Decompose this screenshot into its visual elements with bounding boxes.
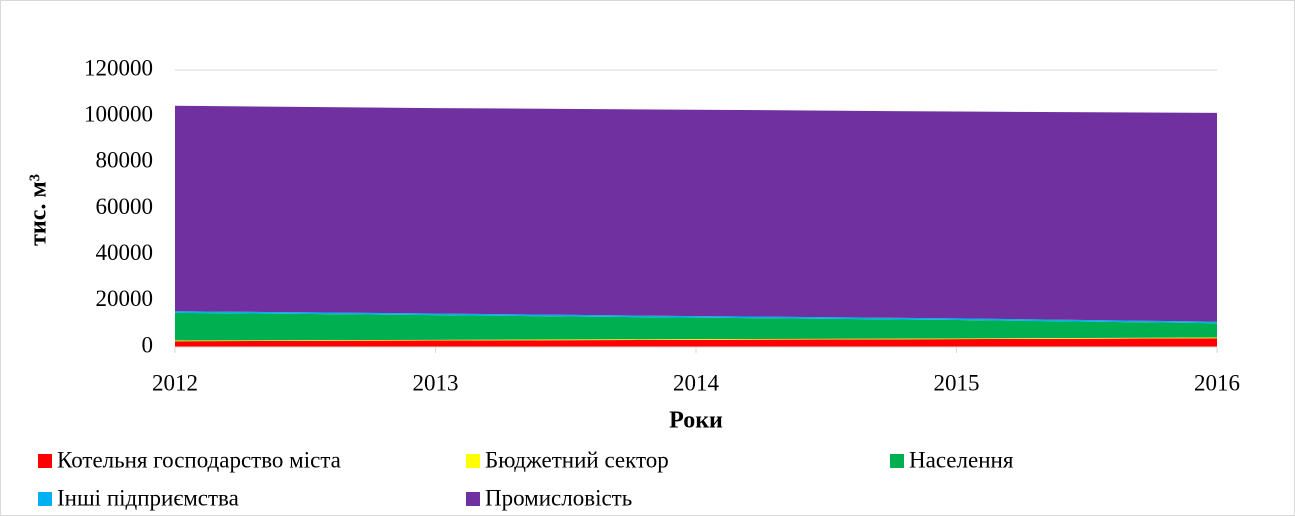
x-tick-label: 2014: [673, 370, 720, 395]
area: [175, 311, 1217, 324]
x-tick-label: 2013: [413, 370, 459, 395]
y-tick-label: 80000: [96, 148, 154, 173]
x-tick-label: 2016: [1194, 370, 1240, 395]
area: [175, 105, 1217, 322]
y-tick-label: 20000: [96, 286, 154, 311]
legend-swatch: [38, 492, 52, 506]
legend-swatch: [466, 454, 480, 468]
x-tick-label: 2015: [934, 370, 980, 395]
x-tick-label: 2012: [152, 370, 198, 395]
legend-label: Інші підприємства: [57, 485, 239, 510]
legend-label: Котельня господарство міста: [57, 447, 341, 472]
area: [175, 338, 1217, 347]
y-axis-label: тис. м³: [26, 174, 52, 246]
y-tick-label: 40000: [96, 240, 154, 265]
x-axis-label: Роки: [669, 408, 723, 434]
y-tick-label: 0: [142, 332, 154, 357]
legend-swatch: [890, 454, 904, 468]
legend-label: Населення: [909, 447, 1014, 472]
area: [175, 312, 1217, 341]
y-tick-label: 120000: [84, 55, 153, 80]
y-tick-label: 100000: [84, 101, 153, 126]
legend-label: Бюджетний сектор: [485, 447, 669, 472]
legend-label: Промисловість: [485, 485, 632, 510]
legend-swatch: [38, 454, 52, 468]
y-tick-label: 60000: [96, 194, 154, 219]
legend-swatch: [466, 492, 480, 506]
